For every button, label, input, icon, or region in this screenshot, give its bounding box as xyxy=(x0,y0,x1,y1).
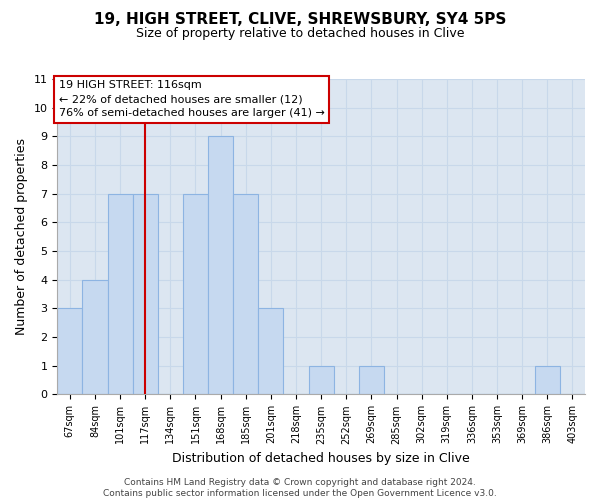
Bar xyxy=(183,194,208,394)
Text: Size of property relative to detached houses in Clive: Size of property relative to detached ho… xyxy=(136,28,464,40)
X-axis label: Distribution of detached houses by size in Clive: Distribution of detached houses by size … xyxy=(172,452,470,465)
Bar xyxy=(82,280,107,394)
Bar xyxy=(259,308,283,394)
Bar xyxy=(133,194,158,394)
Text: Contains HM Land Registry data © Crown copyright and database right 2024.
Contai: Contains HM Land Registry data © Crown c… xyxy=(103,478,497,498)
Bar xyxy=(107,194,133,394)
Y-axis label: Number of detached properties: Number of detached properties xyxy=(15,138,28,335)
Bar xyxy=(233,194,259,394)
Text: 19, HIGH STREET, CLIVE, SHREWSBURY, SY4 5PS: 19, HIGH STREET, CLIVE, SHREWSBURY, SY4 … xyxy=(94,12,506,28)
Bar xyxy=(308,366,334,394)
Bar xyxy=(208,136,233,394)
Text: 19 HIGH STREET: 116sqm
← 22% of detached houses are smaller (12)
76% of semi-det: 19 HIGH STREET: 116sqm ← 22% of detached… xyxy=(59,80,325,118)
Bar xyxy=(57,308,82,394)
Bar xyxy=(535,366,560,394)
Bar xyxy=(359,366,384,394)
